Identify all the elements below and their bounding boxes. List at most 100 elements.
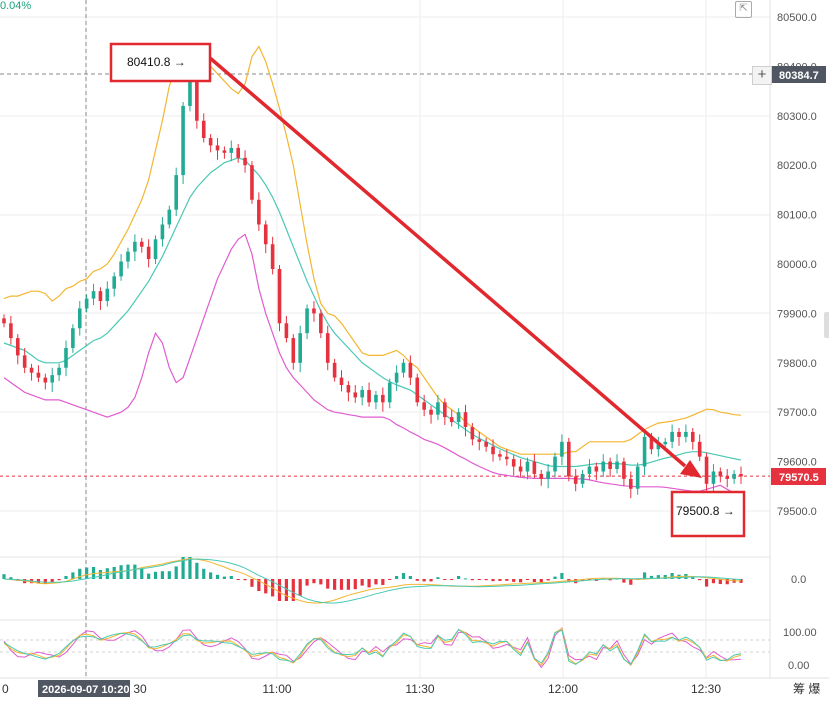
candle-body: [243, 157, 247, 166]
candle-body: [91, 291, 96, 299]
candle: [553, 452, 557, 478]
trend-arrow-head: [680, 460, 702, 478]
candle: [174, 167, 178, 217]
macd-bar: [71, 572, 75, 579]
macd-bar: [622, 579, 626, 583]
candle: [525, 457, 530, 480]
candle: [29, 363, 34, 381]
candle-body: [663, 441, 668, 445]
candle: [642, 429, 647, 475]
side-collapse-handle[interactable]: [824, 312, 829, 338]
candle-body: [532, 461, 537, 474]
candle: [332, 358, 337, 382]
candle: [587, 459, 592, 481]
candle: [449, 409, 454, 427]
candle-body: [284, 323, 289, 339]
candle: [608, 457, 612, 477]
candle: [622, 457, 626, 486]
macd-bar: [470, 579, 474, 581]
time-axis: 0 30 11:00 11:30 12:00 12:30 筹 爆: [2, 682, 820, 696]
plus-icon[interactable]: +: [752, 66, 772, 85]
candle-body: [484, 441, 488, 447]
candle-body: [139, 241, 144, 247]
candle-body: [690, 431, 695, 442]
macd-bar: [91, 567, 96, 579]
candle: [498, 450, 502, 461]
candle-body: [381, 394, 385, 403]
candle-body: [560, 441, 564, 457]
price-tick-label: 80200.0: [777, 160, 817, 172]
macd-bar: [429, 579, 433, 582]
macd-bar: [360, 579, 364, 586]
macd-bar: [236, 579, 240, 580]
price-tick-label: 80500.0: [777, 12, 817, 24]
candle: [711, 464, 716, 494]
macd-bar: [312, 579, 316, 584]
candle-body: [325, 333, 330, 363]
candle: [9, 315, 13, 345]
macd-bar: [539, 579, 543, 583]
candle-body: [188, 81, 192, 106]
osc-k-line: [3, 627, 742, 667]
candle-body: [615, 461, 619, 470]
macd-bar: [167, 571, 171, 579]
candle: [353, 385, 358, 403]
candle: [291, 334, 296, 370]
candle-body: [222, 150, 227, 153]
candle-body: [153, 239, 158, 260]
candle-body: [656, 444, 661, 450]
macd-bar: [525, 579, 530, 580]
time-tick-label: 11:00: [262, 682, 291, 696]
expand-icon[interactable]: ⇱: [735, 1, 752, 18]
candle-body: [511, 459, 516, 467]
macd-bar: [629, 579, 633, 585]
lower-band-line: [3, 233, 742, 498]
candle: [739, 466, 743, 484]
candle: [546, 464, 550, 489]
candle: [236, 143, 240, 163]
annotations: 80410.8 → 79500.8 →: [109, 42, 746, 538]
candle-body: [449, 417, 454, 423]
price-tick-label: 80100.0: [777, 210, 817, 222]
candle: [222, 146, 227, 159]
candle-body: [567, 441, 571, 477]
macd-bar: [401, 573, 406, 579]
osc-j-line: [3, 626, 742, 669]
macd-bar: [663, 575, 667, 579]
candle-body: [339, 377, 344, 386]
macd-bar: [2, 574, 6, 579]
candle-body: [463, 412, 468, 428]
upper-band-line: [3, 45, 742, 455]
candle-body: [29, 367, 34, 373]
candle: [126, 247, 130, 269]
candle: [511, 455, 516, 476]
candle: [36, 365, 41, 383]
candle: [381, 387, 385, 412]
candles: [2, 73, 743, 499]
candle-body: [119, 261, 123, 277]
candle-body: [167, 209, 172, 225]
price-tick-label: 79700.0: [777, 407, 817, 419]
bottom-right-label: 筹 爆: [793, 682, 820, 696]
candle-body: [22, 355, 27, 368]
macd-bar: [560, 573, 564, 579]
last-price-tag: [771, 468, 826, 485]
candle-body: [539, 473, 544, 479]
candle-body: [408, 362, 413, 378]
candle-body: [622, 461, 626, 479]
candle: [277, 264, 282, 332]
candle-body: [195, 81, 199, 121]
candle: [718, 467, 723, 483]
candle-body: [739, 473, 743, 477]
macd-bar: [339, 579, 344, 590]
macd-bar: [353, 579, 357, 590]
price-tick-label: 79800.0: [777, 358, 817, 370]
candle: [394, 365, 399, 391]
candle: [491, 439, 495, 462]
price-tick-label: 80300.0: [777, 111, 817, 123]
macd-bar: [250, 579, 254, 587]
candle-body: [491, 446, 495, 455]
macd-tick-label: 0.0: [791, 574, 806, 586]
candle-body: [422, 402, 426, 410]
